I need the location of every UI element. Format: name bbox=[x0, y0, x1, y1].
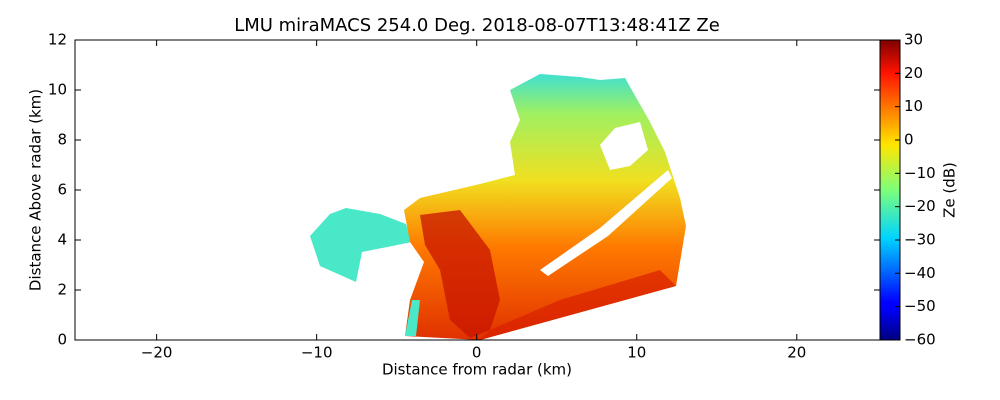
y-tick-label: 4 bbox=[57, 231, 67, 249]
colorbar-tick-label: 10 bbox=[904, 97, 923, 115]
colorbar-tick-label: −30 bbox=[904, 231, 936, 249]
x-axis-label: Distance from radar (km) bbox=[382, 361, 572, 379]
colorbar-label: Ze (dB) bbox=[941, 162, 959, 218]
y-tick-label: 12 bbox=[48, 31, 67, 49]
colorbar-tick-label: −40 bbox=[904, 264, 936, 282]
x-tick-label: 0 bbox=[472, 344, 482, 362]
chart-title: LMU miraMACS 254.0 Deg. 2018-08-07T13:48… bbox=[234, 15, 720, 36]
colorbar-tick-label: −50 bbox=[904, 297, 936, 315]
x-tick-label: 10 bbox=[627, 344, 646, 362]
colorbar-tick-label: 0 bbox=[904, 131, 914, 149]
colorbar-tick-label: 20 bbox=[904, 64, 923, 82]
colorbar-tick-label: −20 bbox=[904, 197, 936, 215]
x-tick-label: −10 bbox=[301, 344, 333, 362]
colorbar bbox=[879, 39, 901, 341]
y-tick-label: 6 bbox=[57, 181, 67, 199]
radar-echo bbox=[310, 74, 686, 340]
colorbar-tick-label: 30 bbox=[904, 31, 923, 49]
y-tick-label: 2 bbox=[57, 281, 67, 299]
x-tick-label: −20 bbox=[141, 344, 173, 362]
y-tick-label: 0 bbox=[57, 331, 67, 349]
y-tick-label: 10 bbox=[48, 81, 67, 99]
x-tick-label: 20 bbox=[787, 344, 806, 362]
colorbar-tick-label: −60 bbox=[904, 331, 936, 349]
y-axis-label: Distance Above radar (km) bbox=[27, 89, 45, 291]
y-tick-label: 8 bbox=[57, 131, 67, 149]
colorbar-tick-label: −10 bbox=[904, 164, 936, 182]
